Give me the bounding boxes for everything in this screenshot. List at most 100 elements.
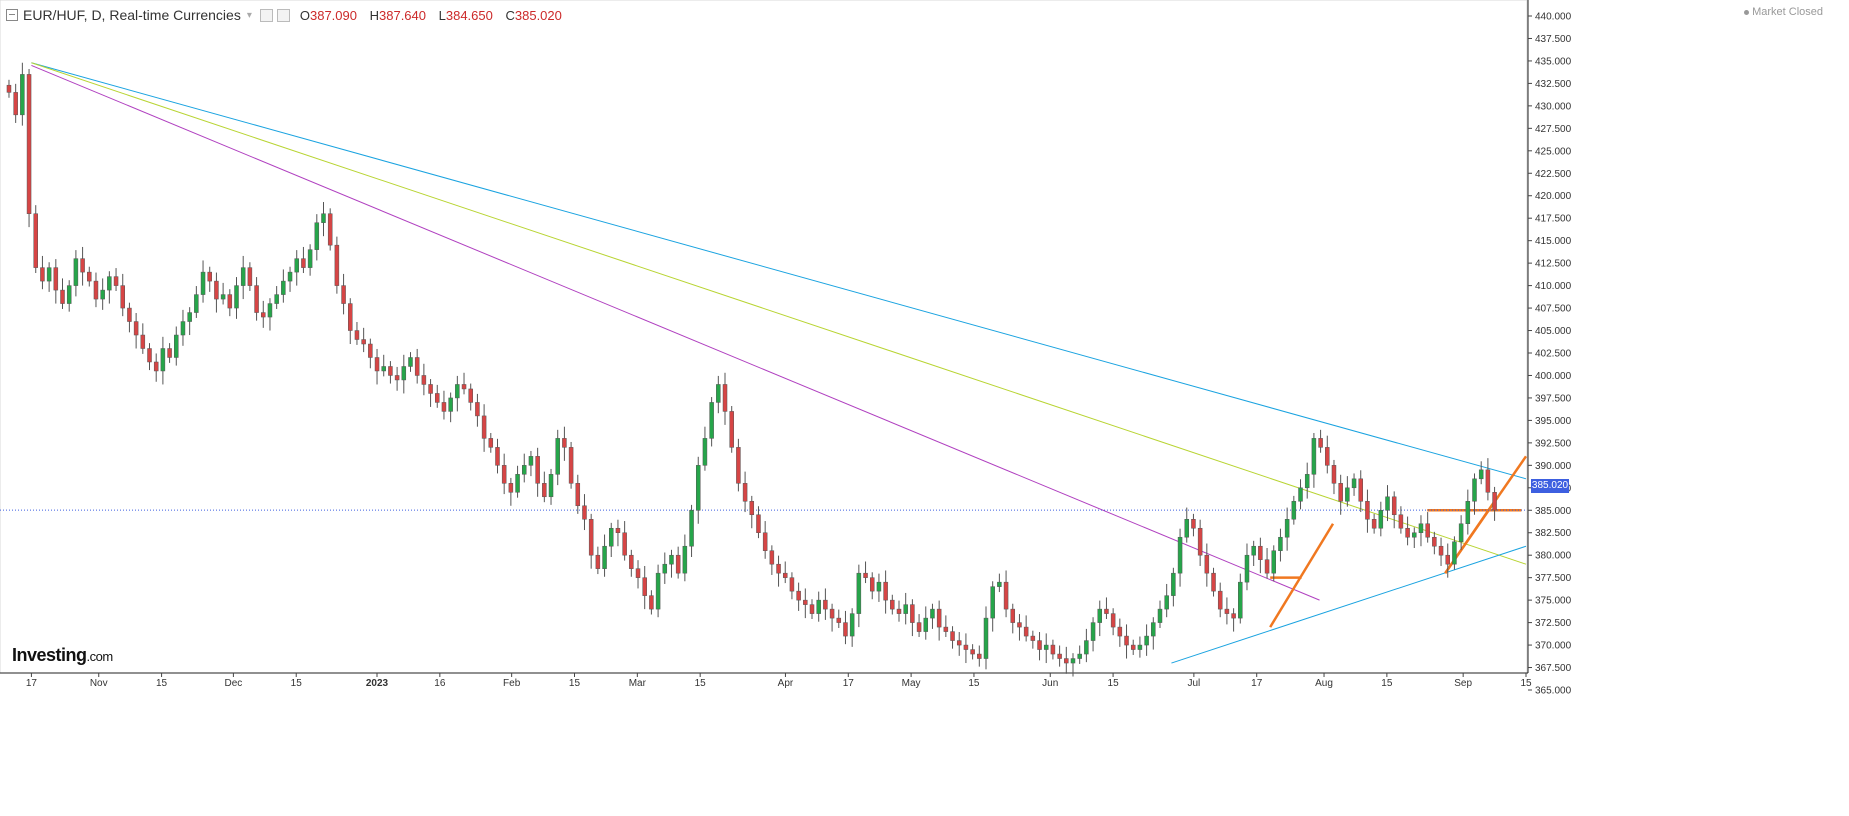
candle-body [488,438,494,448]
candle-body [1458,523,1464,542]
candle-body [1445,554,1450,565]
y-tick-label: 367.500 [1535,663,1572,674]
candle-body [254,285,259,313]
x-tick-label: 16 [434,678,446,689]
candle-body [140,334,146,349]
candle-body [1298,487,1303,502]
candle-body [294,258,299,273]
candle-body [963,644,969,650]
candle-body [1017,622,1022,628]
candle-body [1264,559,1270,574]
candle-body [194,294,199,313]
candle-body [923,617,929,632]
candle-body [575,483,581,507]
candle-body [1385,496,1390,511]
y-tick-label: 372.500 [1535,618,1572,629]
candle-body [642,577,647,596]
x-tick-label: Aug [1315,678,1333,689]
candle-body [435,393,440,403]
candle-body [388,366,393,376]
candle-body [133,321,139,336]
candle-body [1251,545,1256,556]
investing-logo[interactable]: Investing.com [12,645,113,666]
candle-body [1271,550,1276,574]
candle-body [301,258,306,268]
candle-body [227,294,233,309]
candle-body [73,258,79,286]
candle-body [869,577,875,592]
x-tick-label: 15 [569,678,581,689]
chart-header: EUR/HUF, D, Real-time Currencies ▾ O387.… [6,4,571,26]
chevron-down-icon[interactable]: ▾ [246,9,252,21]
candle-body [809,604,815,614]
high-label: H [369,7,379,23]
candle-body [695,465,701,511]
y-tick-label: 385.000 [1535,506,1572,517]
candle-body [93,280,99,300]
trendline-blue-upper [31,62,1527,480]
low-label: L [438,7,446,23]
candle-body [1438,545,1444,556]
candle-body [167,348,172,358]
candle-body [1425,523,1430,538]
candle-body [1492,492,1497,511]
candle-body [1304,474,1310,489]
candle-body [207,271,212,282]
candle-body [414,357,420,376]
candle-body [1204,554,1210,574]
candle-body [1365,501,1370,520]
candle-body [829,608,835,619]
candle-body [1030,635,1036,641]
candle-body [1177,536,1183,574]
y-tick-label: 422.500 [1535,169,1572,180]
y-tick-label: 365.000 [1535,686,1572,697]
candle-body [214,280,219,300]
x-tick-label: Jul [1187,678,1200,689]
status-dot-icon [1744,9,1750,15]
candle-body [535,456,540,484]
candle-body [977,653,982,659]
y-tick-label: 417.500 [1535,214,1572,225]
candle-body [26,74,32,214]
candle-body [481,415,487,439]
market-status: Market Closed [1744,6,1823,18]
settings-icon[interactable] [276,8,290,22]
collapse-icon[interactable] [6,9,18,21]
candle-body [281,280,286,295]
candle-body [53,267,59,291]
candle-body [1338,483,1343,502]
candle-body [1238,581,1243,619]
candle-body [354,330,360,340]
candle-body [1244,554,1250,583]
eye-icon[interactable] [259,8,273,22]
candle-body [736,447,741,484]
x-tick-label: Dec [224,678,242,689]
ohlc-readout: O387.090 H387.640 L384.650 C385.020 [300,8,571,23]
x-tick-label: 15 [968,678,980,689]
candle-body [374,357,380,372]
candle-body [1391,496,1397,516]
candle-body [1258,545,1263,560]
candle-body [997,581,1002,587]
candle-body [936,608,942,628]
y-tick-label: 415.000 [1535,236,1572,247]
candle-body [1171,572,1176,596]
candle-body [147,348,152,363]
candle-body [240,267,246,286]
x-tick-label: 15 [1520,678,1532,689]
candle-body [983,617,989,659]
candle-body [990,586,995,619]
y-tick-label: 427.500 [1535,124,1572,135]
candle-body [247,267,253,286]
candle-body [896,608,902,614]
candle-body [1064,658,1069,664]
y-tick-label: 412.500 [1535,259,1572,270]
candle-body [856,572,862,614]
candle-body [348,303,353,331]
candle-body [742,483,748,502]
candle-body [629,554,634,569]
candle-body [381,366,386,372]
x-tick-label: Apr [778,678,794,689]
candle-body [1291,501,1297,520]
